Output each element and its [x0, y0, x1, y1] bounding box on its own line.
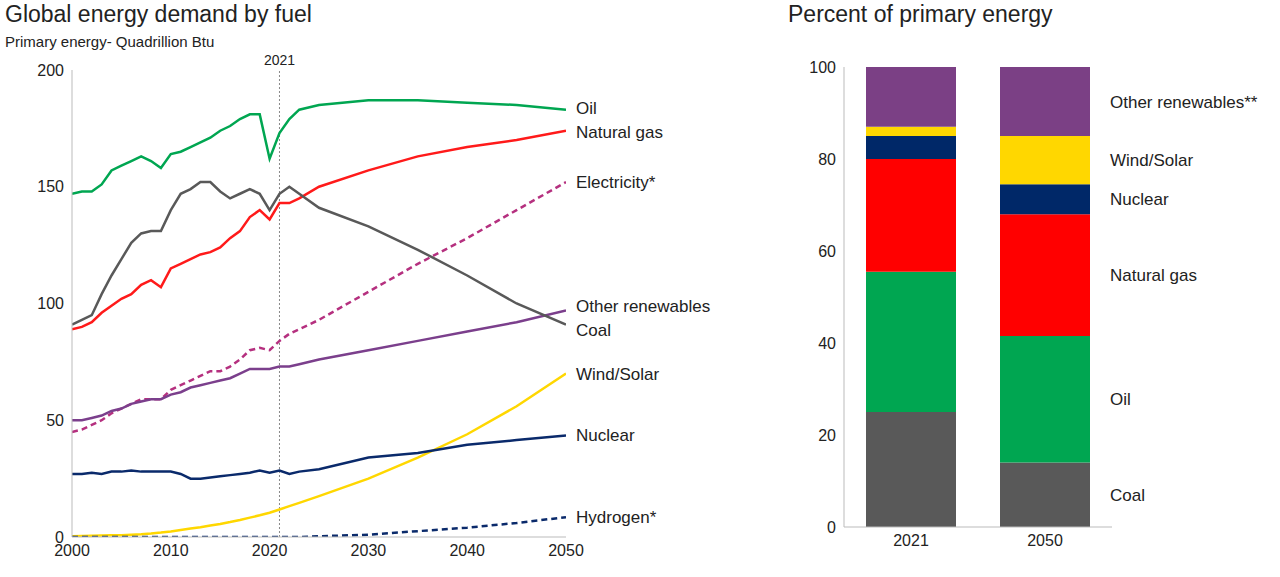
svg-text:Natural gas: Natural gas	[576, 123, 663, 142]
svg-text:Wind/Solar: Wind/Solar	[576, 365, 659, 384]
html-text:Global energy demand by fuel: Global energy demand by fuel	[5, 1, 312, 27]
svg-text:100: 100	[809, 59, 836, 76]
svg-text:Coal: Coal	[576, 321, 611, 340]
svg-text:50: 50	[46, 412, 64, 429]
svg-text:2020: 2020	[252, 542, 288, 559]
svg-text:2030: 2030	[351, 542, 387, 559]
svg-text:Nuclear: Nuclear	[1110, 190, 1169, 209]
svg-text:Other renewables**: Other renewables**	[1110, 93, 1258, 112]
svg-text:100: 100	[37, 295, 64, 312]
svg-text:Electricity*: Electricity*	[576, 173, 656, 192]
svg-text:0: 0	[55, 529, 64, 546]
svg-text:0: 0	[827, 519, 836, 536]
svg-text:Oil: Oil	[576, 99, 597, 118]
svg-text:Nuclear: Nuclear	[576, 426, 635, 445]
svg-text:2000: 2000	[54, 542, 90, 560]
svg-text:2021: 2021	[893, 532, 929, 549]
svg-text:2050: 2050	[548, 542, 584, 559]
svg-text:Hydrogen*: Hydrogen*	[576, 508, 657, 527]
svg-text:Natural gas: Natural gas	[1110, 266, 1197, 285]
svg-text:2021: 2021	[264, 52, 295, 68]
svg-text:150: 150	[37, 178, 64, 195]
svg-text:2010: 2010	[153, 542, 189, 559]
svg-text:200: 200	[37, 62, 64, 79]
svg-text:20: 20	[818, 427, 836, 444]
svg-text:Oil: Oil	[1110, 390, 1131, 409]
svg-text:2040: 2040	[449, 542, 485, 559]
svg-text:2050: 2050	[1027, 532, 1063, 549]
svg-text:Coal: Coal	[1110, 486, 1145, 505]
svg-text:60: 60	[818, 243, 836, 260]
svg-text:Other renewables: Other renewables	[576, 297, 710, 316]
html-text:Primary energy- Quadrillion Bt: Primary energy- Quadrillion Btu	[5, 33, 215, 50]
svg-text:40: 40	[818, 335, 836, 352]
html-text:Percent of primary energy: Percent of primary energy	[788, 1, 1053, 27]
svg-text:80: 80	[818, 151, 836, 168]
svg-text:Wind/Solar: Wind/Solar	[1110, 151, 1193, 170]
